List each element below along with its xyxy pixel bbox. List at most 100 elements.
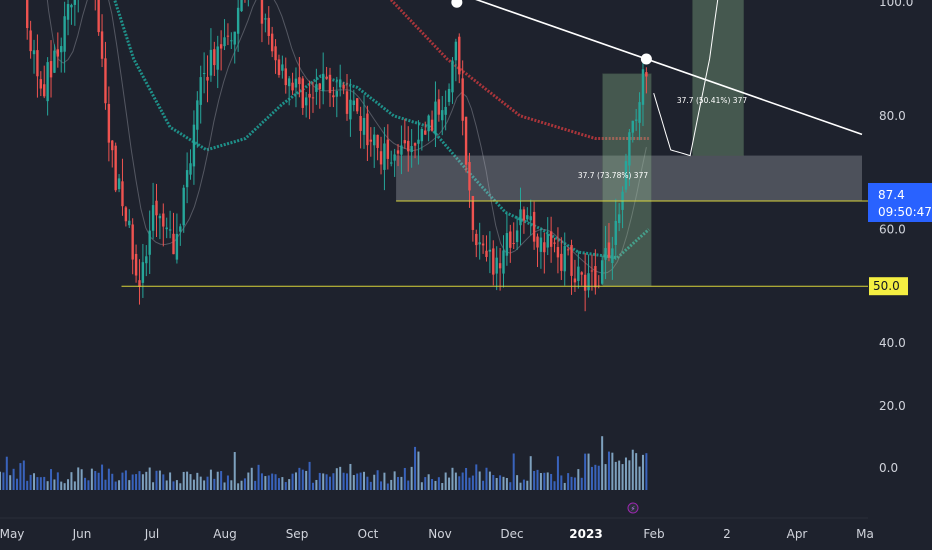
volume-bar <box>335 468 338 490</box>
volume-bar <box>458 476 461 490</box>
candle-body <box>63 16 66 52</box>
volume-bar <box>203 480 206 490</box>
volume-bar <box>434 480 437 490</box>
volume-bar <box>294 472 297 490</box>
time-tick-label: May <box>0 527 24 541</box>
volume-bar <box>485 467 488 490</box>
volume-bar <box>233 452 236 490</box>
candle-body <box>223 37 226 47</box>
current-price-value: 87.4 <box>878 188 905 202</box>
volume-bar <box>162 474 165 490</box>
candle-body <box>396 150 400 154</box>
volume-bar <box>339 466 342 490</box>
candle-body <box>509 231 512 248</box>
pivot-point[interactable] <box>640 53 652 65</box>
candle-body <box>291 82 294 91</box>
candle-body <box>566 249 570 251</box>
candle-body <box>546 233 549 248</box>
volume-bar <box>56 472 59 490</box>
volume-bar <box>641 454 644 490</box>
candle-body <box>617 214 621 224</box>
candle-body <box>366 113 369 146</box>
candle-body <box>563 246 566 272</box>
event-marker[interactable]: ⚡ <box>627 502 639 514</box>
candle-body <box>270 33 274 52</box>
volume-bar <box>611 452 614 490</box>
candle-body <box>141 262 145 283</box>
candle-body <box>267 17 270 36</box>
volume-bar <box>308 461 311 490</box>
candle-body <box>502 250 505 274</box>
candle-body <box>607 242 611 258</box>
volume-bar <box>53 479 56 490</box>
candle-body <box>240 0 243 12</box>
volume-bar <box>505 477 508 490</box>
candle-body <box>468 162 471 191</box>
volume-bar <box>492 475 495 490</box>
volume-bar <box>250 467 253 490</box>
candle-body <box>172 233 175 255</box>
volume-bar <box>577 469 580 490</box>
volume-bar <box>482 480 485 490</box>
volume-bar <box>468 477 471 490</box>
candle-body <box>645 72 648 77</box>
volume-bar <box>267 475 270 490</box>
candle-body <box>379 151 383 165</box>
candle-body <box>570 244 573 276</box>
volume-bar <box>165 480 168 490</box>
volume-bars <box>0 436 648 490</box>
volume-bar <box>386 483 389 490</box>
volume-bar <box>448 477 451 490</box>
volume-bar <box>43 476 46 490</box>
volume-bar <box>84 477 87 490</box>
time-tick-label: Ma <box>856 527 874 541</box>
candle-body <box>202 72 206 74</box>
time-axis[interactable]: May Jun Jul Aug Sep Oct Nov Dec 2023 Feb 2 Apr Ma <box>0 527 874 541</box>
volume-bar <box>417 451 420 490</box>
pivot-point[interactable] <box>451 0 463 8</box>
volume-bar <box>645 453 648 490</box>
candle-body <box>151 205 155 231</box>
candle-body <box>383 143 386 170</box>
candle-body <box>114 145 117 191</box>
candle-body <box>168 229 172 231</box>
volume-bar <box>213 478 216 490</box>
volume-bar <box>420 482 423 490</box>
volume-bar <box>376 470 379 490</box>
volume-bar <box>590 466 593 490</box>
volume-bar <box>414 446 417 490</box>
volume-bar <box>587 453 590 490</box>
candle-body <box>117 178 121 190</box>
candles <box>26 0 648 312</box>
volume-bar <box>451 467 454 490</box>
candle-body <box>356 98 359 112</box>
volume-bar <box>519 482 522 490</box>
price-axis[interactable]: 140.0120.0100.080.060.040.020.00.0 <box>879 0 913 475</box>
candle-body <box>488 249 492 252</box>
candle-body <box>219 44 223 49</box>
volume-bar <box>196 472 199 490</box>
volume-bar <box>135 474 138 490</box>
volume-bar <box>475 464 478 490</box>
candle-body <box>556 247 560 258</box>
event-marker-circle <box>627 502 639 514</box>
candle-body <box>522 209 526 221</box>
volume-bar <box>400 476 403 490</box>
volume-bar <box>131 474 134 490</box>
volume-bar <box>499 475 502 490</box>
volume-bar <box>237 483 240 490</box>
candle-body <box>441 110 444 121</box>
volume-bar <box>206 476 209 490</box>
volume-bar <box>403 467 406 490</box>
volume-bar <box>444 472 447 490</box>
volume-bar <box>328 476 331 490</box>
volume-bar <box>393 471 396 490</box>
volume-bar <box>145 471 148 490</box>
volume-bar <box>50 469 53 490</box>
trendline[interactable] <box>78 0 863 136</box>
volume-bar <box>94 471 97 490</box>
candle-body <box>349 99 352 120</box>
candle-body <box>478 242 481 245</box>
candle-body <box>301 78 304 108</box>
